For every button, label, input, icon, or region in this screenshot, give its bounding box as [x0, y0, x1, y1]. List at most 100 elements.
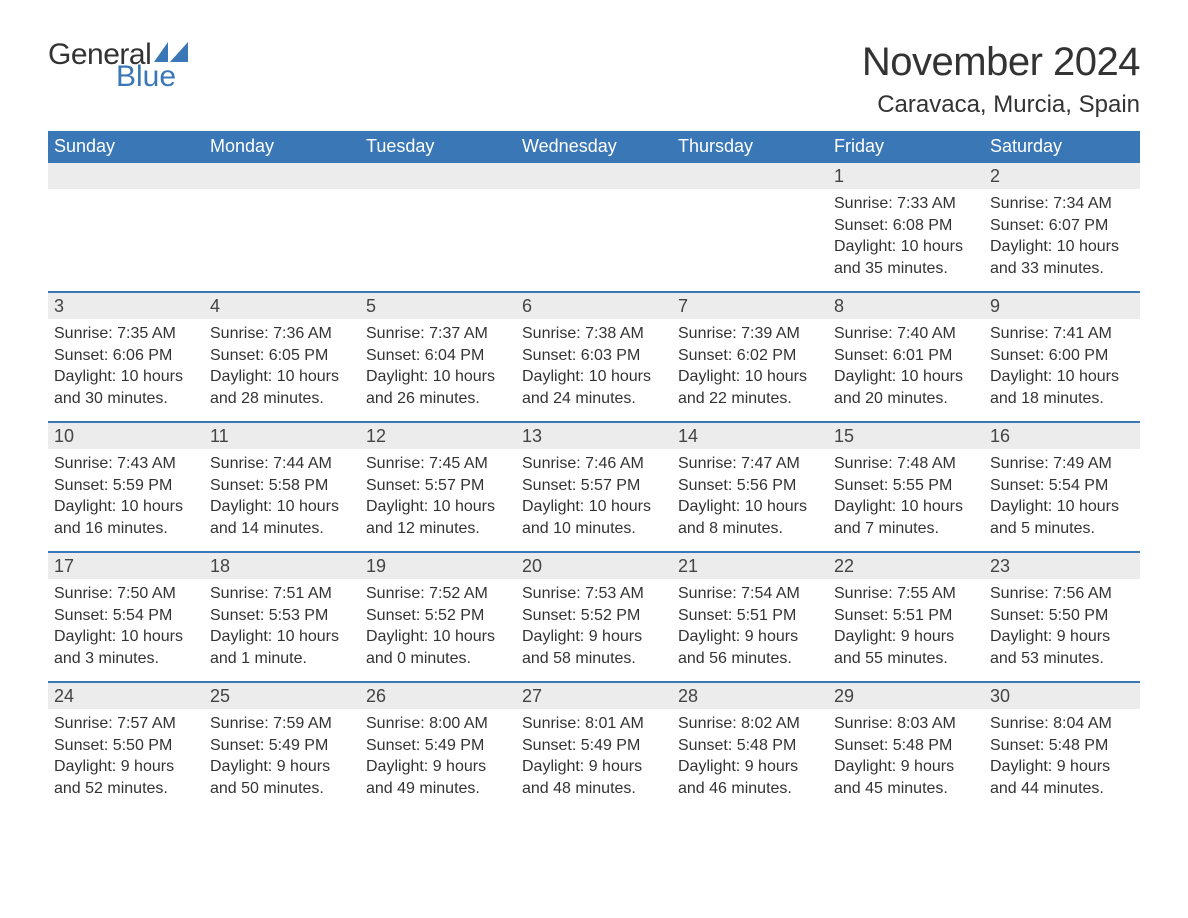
day-details: Sunrise: 7:43 AMSunset: 5:59 PMDaylight:…	[48, 449, 204, 547]
sunset-text: Sunset: 5:57 PM	[366, 475, 510, 497]
daylight-text: Daylight: 10 hours and 10 minutes.	[522, 496, 666, 539]
day-number: 6	[516, 293, 672, 319]
sunset-text: Sunset: 5:48 PM	[834, 735, 978, 757]
day-number: 11	[204, 423, 360, 449]
sunset-text: Sunset: 6:04 PM	[366, 345, 510, 367]
calendar-day: 3Sunrise: 7:35 AMSunset: 6:06 PMDaylight…	[48, 293, 204, 421]
day-details: Sunrise: 7:52 AMSunset: 5:52 PMDaylight:…	[360, 579, 516, 677]
day-number	[516, 163, 672, 189]
daylight-text: Daylight: 10 hours and 33 minutes.	[990, 236, 1134, 279]
calendar-day: 11Sunrise: 7:44 AMSunset: 5:58 PMDayligh…	[204, 423, 360, 551]
daylight-text: Daylight: 10 hours and 24 minutes.	[522, 366, 666, 409]
sunrise-text: Sunrise: 7:39 AM	[678, 323, 822, 345]
day-number: 8	[828, 293, 984, 319]
day-details: Sunrise: 7:50 AMSunset: 5:54 PMDaylight:…	[48, 579, 204, 677]
calendar-day: 13Sunrise: 7:46 AMSunset: 5:57 PMDayligh…	[516, 423, 672, 551]
day-details: Sunrise: 7:48 AMSunset: 5:55 PMDaylight:…	[828, 449, 984, 547]
daylight-text: Daylight: 9 hours and 48 minutes.	[522, 756, 666, 799]
sunrise-text: Sunrise: 7:57 AM	[54, 713, 198, 735]
sunrise-text: Sunrise: 7:40 AM	[834, 323, 978, 345]
sunset-text: Sunset: 5:54 PM	[990, 475, 1134, 497]
daylight-text: Daylight: 10 hours and 30 minutes.	[54, 366, 198, 409]
day-number	[204, 163, 360, 189]
sunrise-text: Sunrise: 7:43 AM	[54, 453, 198, 475]
calendar-day: 10Sunrise: 7:43 AMSunset: 5:59 PMDayligh…	[48, 423, 204, 551]
daylight-text: Daylight: 9 hours and 46 minutes.	[678, 756, 822, 799]
day-number	[360, 163, 516, 189]
sunrise-text: Sunrise: 7:53 AM	[522, 583, 666, 605]
sunset-text: Sunset: 5:58 PM	[210, 475, 354, 497]
sunset-text: Sunset: 5:57 PM	[522, 475, 666, 497]
calendar-day: 23Sunrise: 7:56 AMSunset: 5:50 PMDayligh…	[984, 553, 1140, 681]
sunset-text: Sunset: 5:56 PM	[678, 475, 822, 497]
sunset-text: Sunset: 5:48 PM	[678, 735, 822, 757]
sunset-text: Sunset: 6:01 PM	[834, 345, 978, 367]
day-details: Sunrise: 7:40 AMSunset: 6:01 PMDaylight:…	[828, 319, 984, 417]
daylight-text: Daylight: 10 hours and 1 minute.	[210, 626, 354, 669]
day-number: 26	[360, 683, 516, 709]
day-details: Sunrise: 7:54 AMSunset: 5:51 PMDaylight:…	[672, 579, 828, 677]
weekday-header: Monday	[204, 131, 360, 163]
header: General Blue November 2024 Caravaca, Mur…	[48, 40, 1140, 119]
sunrise-text: Sunrise: 8:00 AM	[366, 713, 510, 735]
daylight-text: Daylight: 9 hours and 44 minutes.	[990, 756, 1134, 799]
calendar-day	[48, 163, 204, 291]
day-details: Sunrise: 7:59 AMSunset: 5:49 PMDaylight:…	[204, 709, 360, 807]
calendar-day	[204, 163, 360, 291]
calendar-week: 17Sunrise: 7:50 AMSunset: 5:54 PMDayligh…	[48, 551, 1140, 681]
sunset-text: Sunset: 6:00 PM	[990, 345, 1134, 367]
page-title: November 2024	[862, 40, 1140, 85]
day-number: 14	[672, 423, 828, 449]
calendar: Sunday Monday Tuesday Wednesday Thursday…	[48, 131, 1140, 811]
weekday-header: Thursday	[672, 131, 828, 163]
weekday-header: Tuesday	[360, 131, 516, 163]
daylight-text: Daylight: 10 hours and 8 minutes.	[678, 496, 822, 539]
sunset-text: Sunset: 5:59 PM	[54, 475, 198, 497]
sunset-text: Sunset: 6:03 PM	[522, 345, 666, 367]
calendar-day: 9Sunrise: 7:41 AMSunset: 6:00 PMDaylight…	[984, 293, 1140, 421]
day-details: Sunrise: 7:53 AMSunset: 5:52 PMDaylight:…	[516, 579, 672, 677]
calendar-day: 16Sunrise: 7:49 AMSunset: 5:54 PMDayligh…	[984, 423, 1140, 551]
sunrise-text: Sunrise: 7:50 AM	[54, 583, 198, 605]
calendar-day: 14Sunrise: 7:47 AMSunset: 5:56 PMDayligh…	[672, 423, 828, 551]
day-details: Sunrise: 8:04 AMSunset: 5:48 PMDaylight:…	[984, 709, 1140, 807]
sunrise-text: Sunrise: 7:54 AM	[678, 583, 822, 605]
sunrise-text: Sunrise: 7:59 AM	[210, 713, 354, 735]
calendar-day: 18Sunrise: 7:51 AMSunset: 5:53 PMDayligh…	[204, 553, 360, 681]
daylight-text: Daylight: 9 hours and 58 minutes.	[522, 626, 666, 669]
day-number	[48, 163, 204, 189]
day-details: Sunrise: 7:49 AMSunset: 5:54 PMDaylight:…	[984, 449, 1140, 547]
sunrise-text: Sunrise: 8:03 AM	[834, 713, 978, 735]
day-details: Sunrise: 8:03 AMSunset: 5:48 PMDaylight:…	[828, 709, 984, 807]
day-number: 28	[672, 683, 828, 709]
daylight-text: Daylight: 10 hours and 7 minutes.	[834, 496, 978, 539]
daylight-text: Daylight: 10 hours and 20 minutes.	[834, 366, 978, 409]
sunrise-text: Sunrise: 7:52 AM	[366, 583, 510, 605]
sunrise-text: Sunrise: 8:04 AM	[990, 713, 1134, 735]
calendar-day: 12Sunrise: 7:45 AMSunset: 5:57 PMDayligh…	[360, 423, 516, 551]
day-number: 30	[984, 683, 1140, 709]
logo: General Blue	[48, 40, 188, 92]
sunset-text: Sunset: 5:50 PM	[990, 605, 1134, 627]
daylight-text: Daylight: 9 hours and 55 minutes.	[834, 626, 978, 669]
daylight-text: Daylight: 10 hours and 12 minutes.	[366, 496, 510, 539]
day-number: 29	[828, 683, 984, 709]
calendar-day: 22Sunrise: 7:55 AMSunset: 5:51 PMDayligh…	[828, 553, 984, 681]
weekday-header: Wednesday	[516, 131, 672, 163]
day-number: 10	[48, 423, 204, 449]
calendar-day: 26Sunrise: 8:00 AMSunset: 5:49 PMDayligh…	[360, 683, 516, 811]
sunset-text: Sunset: 5:51 PM	[834, 605, 978, 627]
day-number: 12	[360, 423, 516, 449]
sunrise-text: Sunrise: 7:38 AM	[522, 323, 666, 345]
day-details: Sunrise: 7:44 AMSunset: 5:58 PMDaylight:…	[204, 449, 360, 547]
calendar-day: 20Sunrise: 7:53 AMSunset: 5:52 PMDayligh…	[516, 553, 672, 681]
sunset-text: Sunset: 5:50 PM	[54, 735, 198, 757]
sunset-text: Sunset: 5:49 PM	[522, 735, 666, 757]
daylight-text: Daylight: 9 hours and 53 minutes.	[990, 626, 1134, 669]
daylight-text: Daylight: 10 hours and 22 minutes.	[678, 366, 822, 409]
calendar-day: 19Sunrise: 7:52 AMSunset: 5:52 PMDayligh…	[360, 553, 516, 681]
title-block: November 2024 Caravaca, Murcia, Spain	[862, 40, 1140, 119]
weekday-header: Saturday	[984, 131, 1140, 163]
daylight-text: Daylight: 10 hours and 18 minutes.	[990, 366, 1134, 409]
daylight-text: Daylight: 10 hours and 35 minutes.	[834, 236, 978, 279]
